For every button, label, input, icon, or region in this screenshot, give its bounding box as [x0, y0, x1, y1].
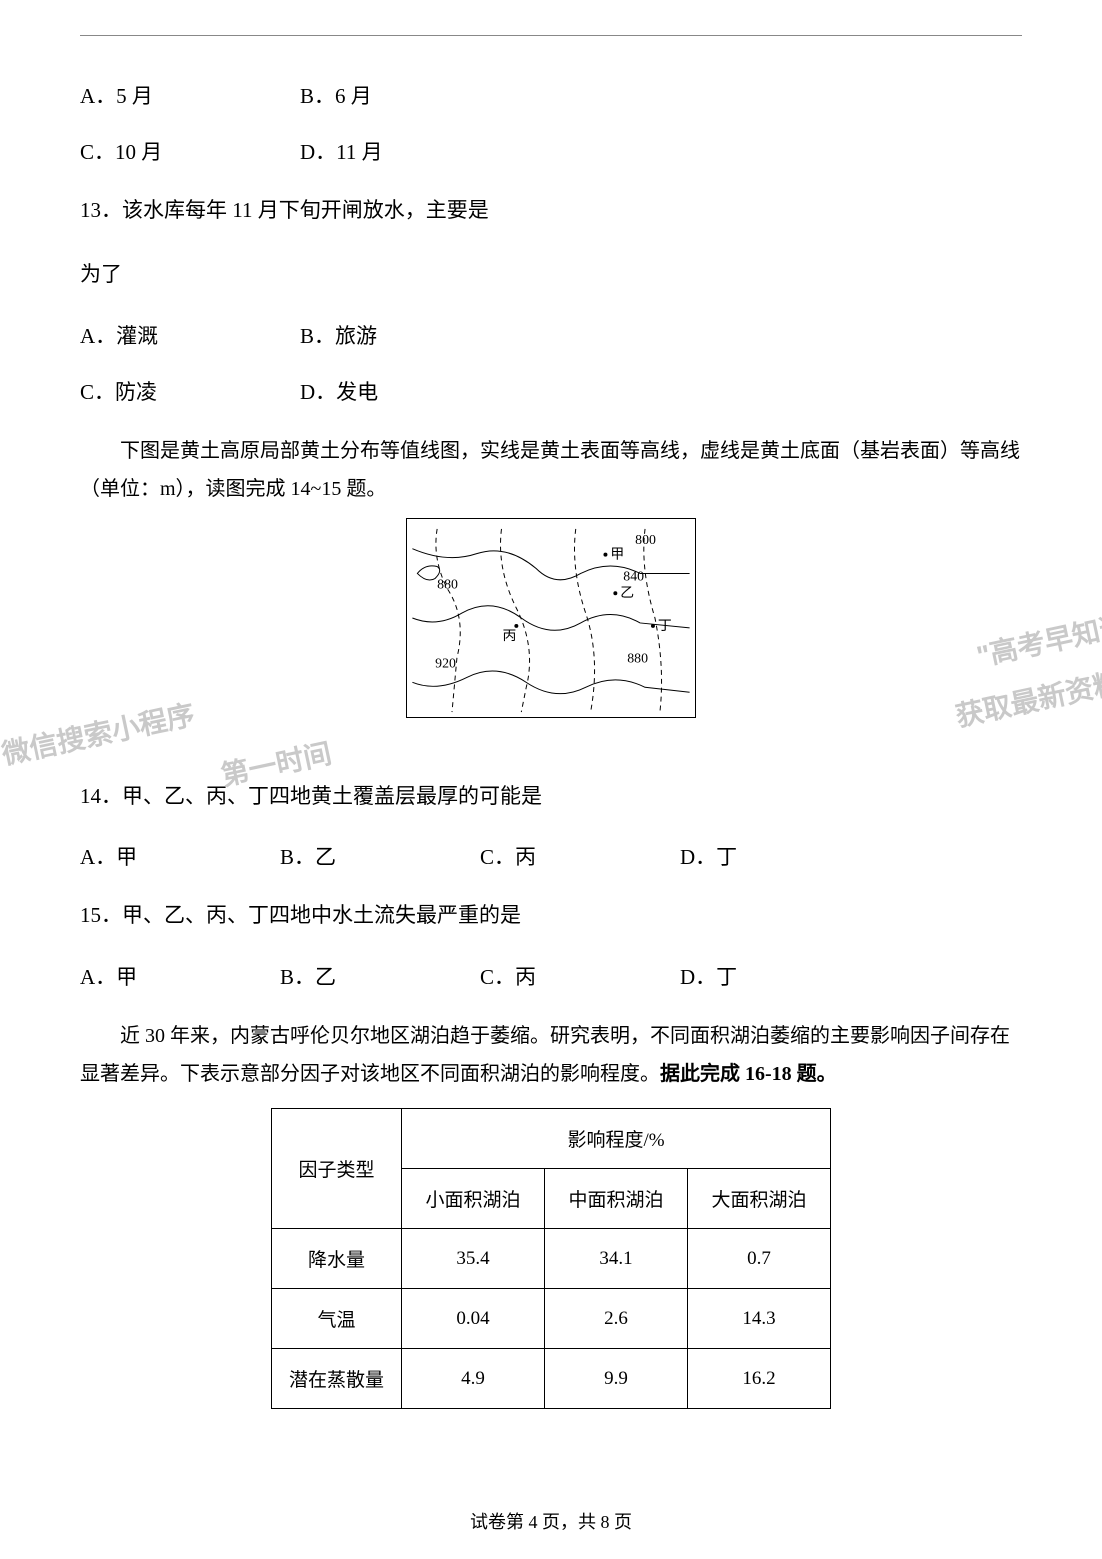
q13-option-d: D．发电: [300, 376, 520, 406]
th-mid-lake: 中面积湖泊: [545, 1169, 688, 1229]
q15-stem: 15．甲、乙、丙、丁四地中水土流失最严重的是: [80, 897, 1022, 935]
table-row: 气温 0.04 2.6 14.3: [272, 1289, 831, 1349]
q13-option-a: A．灌溉: [80, 320, 300, 350]
map-label-880b: 880: [627, 650, 648, 665]
q13-stem-line1: 13．该水库每年 11 月下旬开闸放水，主要是: [80, 192, 1022, 230]
row-val: 0.04: [402, 1289, 545, 1349]
influence-table: 因子类型 影响程度/% 小面积湖泊 中面积湖泊 大面积湖泊 降水量 35.4 3…: [271, 1108, 831, 1409]
context-paragraph-2: 近 30 年来，内蒙古呼伦贝尔地区湖泊趋于萎缩。研究表明，不同面积湖泊萎缩的主要…: [80, 1017, 1022, 1093]
context2-plain: 近 30 年来，内蒙古呼伦贝尔地区湖泊趋于萎缩。研究表明，不同面积湖泊萎缩的主要…: [80, 1025, 1010, 1085]
map-label-800: 800: [635, 531, 656, 546]
row-val: 35.4: [402, 1229, 545, 1289]
table-row: 潜在蒸散量 4.9 9.9 16.2: [272, 1349, 831, 1409]
row-val: 14.3: [688, 1289, 831, 1349]
map-label-yi: 乙: [620, 585, 634, 600]
q13-option-c: C．防凌: [80, 376, 300, 406]
row-val: 4.9: [402, 1349, 545, 1409]
watermark-2: 获取最新资料: [952, 661, 1102, 735]
q14-option-b: B．乙: [280, 841, 480, 871]
row-val: 0.7: [688, 1229, 831, 1289]
page-footer: 试卷第 4 页，共 8 页: [0, 1508, 1102, 1534]
q14-option-c: C．丙: [480, 841, 680, 871]
q12-options-row1: A．5 月 B．6 月: [80, 80, 1022, 110]
map-label-bing: 丙: [502, 627, 516, 642]
q15-option-b: B．乙: [280, 961, 480, 991]
q15-option-c: C．丙: [480, 961, 680, 991]
q13-stem-line2: 为了: [80, 256, 1022, 294]
row-label: 潜在蒸散量: [272, 1349, 402, 1409]
th-large-lake: 大面积湖泊: [688, 1169, 831, 1229]
q12-option-d: D．11 月: [300, 136, 520, 166]
q14-stem: 14．甲、乙、丙、丁四地黄土覆盖层最厚的可能是: [80, 778, 1022, 816]
th-factor-type: 因子类型: [272, 1109, 402, 1229]
watermark-1: "高考早知道": [973, 601, 1102, 675]
q12-option-c: C．10 月: [80, 136, 300, 166]
contour-map-svg: 800 840 880 880 920 甲 乙 丙 丁: [406, 518, 696, 718]
map-label-jia: 甲: [610, 546, 624, 561]
contour-map-figure: 800 840 880 880 920 甲 乙 丙 丁 "高考早知道" 获取最新…: [80, 518, 1022, 718]
q12-option-b: B．6 月: [300, 80, 520, 110]
page-top-rule: [80, 35, 1022, 36]
context-paragraph-1: 下图是黄土高原局部黄土分布等值线图，实线是黄土表面等高线，虚线是黄土底面（基岩表…: [80, 432, 1022, 508]
row-val: 2.6: [545, 1289, 688, 1349]
q15-options: A．甲 B．乙 C．丙 D．丁: [80, 961, 1022, 991]
q14-option-d: D．丁: [680, 841, 880, 871]
q14-options: A．甲 B．乙 C．丙 D．丁: [80, 841, 1022, 871]
q13-option-b: B．旅游: [300, 320, 520, 350]
row-val: 34.1: [545, 1229, 688, 1289]
context2-bold: 据此完成 16-18 题。: [660, 1063, 837, 1085]
q14-option-a: A．甲: [80, 841, 280, 871]
q12-option-a: A．5 月: [80, 80, 300, 110]
th-influence-degree: 影响程度/%: [402, 1109, 831, 1169]
q15-option-d: D．丁: [680, 961, 880, 991]
row-val: 16.2: [688, 1349, 831, 1409]
table-row: 降水量 35.4 34.1 0.7: [272, 1229, 831, 1289]
th-small-lake: 小面积湖泊: [402, 1169, 545, 1229]
map-label-920: 920: [435, 655, 456, 670]
q13-options-row1: A．灌溉 B．旅游: [80, 320, 1022, 350]
row-val: 9.9: [545, 1349, 688, 1409]
map-label-840: 840: [623, 568, 644, 583]
q12-options-row2: C．10 月 D．11 月: [80, 136, 1022, 166]
row-label: 气温: [272, 1289, 402, 1349]
map-label-880a: 880: [437, 576, 458, 591]
q15-option-a: A．甲: [80, 961, 280, 991]
q13-options-row2: C．防凌 D．发电: [80, 376, 1022, 406]
row-label: 降水量: [272, 1229, 402, 1289]
influence-table-container: 因子类型 影响程度/% 小面积湖泊 中面积湖泊 大面积湖泊 降水量 35.4 3…: [80, 1108, 1022, 1409]
map-label-ding: 丁: [658, 617, 672, 632]
